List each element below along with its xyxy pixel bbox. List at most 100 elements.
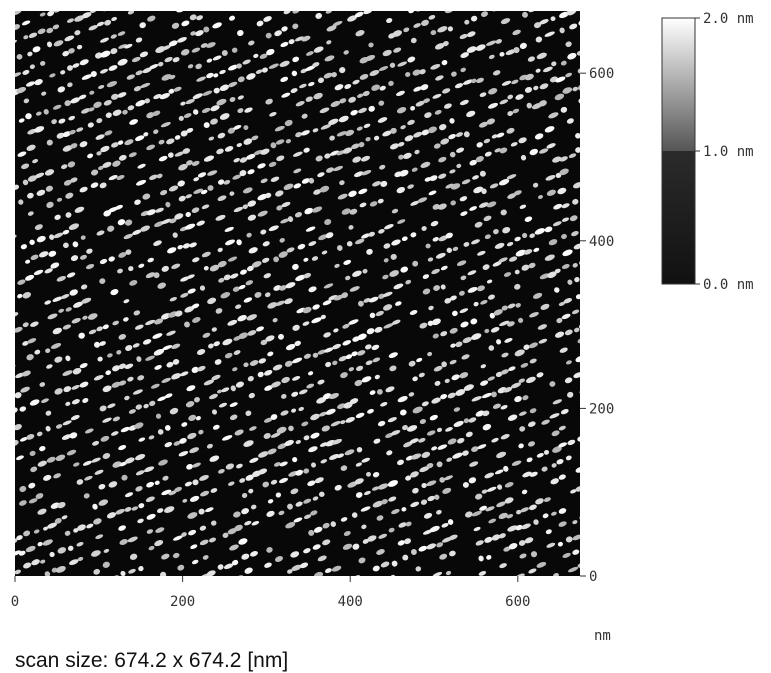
texture-blob [374, 374, 380, 380]
texture-blob [0, 409, 11, 417]
texture-blob [291, 408, 297, 413]
texture-blob [52, 296, 63, 302]
texture-blob [577, 84, 580, 91]
texture-blob [478, 555, 484, 562]
texture-blob [346, 241, 353, 247]
texture-blob [246, 153, 256, 160]
texture-blob [146, 209, 156, 216]
texture-blob [118, 380, 127, 386]
texture-blob [186, 274, 195, 280]
texture-blob [496, 132, 505, 138]
texture-blob [233, 511, 241, 518]
texture-blob [110, 48, 118, 55]
texture-blob [564, 329, 573, 336]
texture-blob [455, 341, 463, 348]
texture-blob [584, 0, 594, 6]
texture-blob [490, 327, 500, 333]
texture-blob [521, 489, 528, 495]
texture-blob [305, 576, 314, 584]
texture-blob [290, 551, 300, 558]
texture-blob [557, 541, 563, 547]
texture-blob [237, 95, 244, 100]
texture-blob [434, 494, 440, 500]
x-tick-label: 400 [338, 594, 363, 610]
texture-blob [332, 21, 343, 27]
texture-blob [306, 51, 314, 56]
texture-blob [15, 11, 22, 16]
texture-blob [104, 19, 112, 26]
texture-blob [535, 36, 543, 43]
texture-blob [118, 44, 128, 49]
texture-blob [101, 11, 107, 12]
texture-blob [54, 356, 63, 363]
texture-blob [34, 349, 41, 355]
texture-blob [128, 266, 134, 272]
texture-blob [206, 570, 216, 576]
texture-blob [180, 371, 189, 377]
texture-blob [287, 569, 293, 574]
texture-blob [468, 417, 477, 423]
texture-blob [202, 555, 209, 560]
texture-blob [336, 453, 344, 458]
texture-blob [19, 437, 28, 442]
texture-blob [445, 183, 455, 189]
texture-blob [74, 206, 85, 213]
texture-blob [333, 165, 343, 172]
texture-blob [311, 256, 319, 261]
texture-blob [218, 277, 225, 283]
texture-blob [496, 339, 502, 345]
texture-blob [320, 442, 328, 447]
texture-blob [339, 67, 346, 74]
texture-blob [100, 435, 110, 442]
texture-blob [541, 466, 548, 472]
texture-blob [286, 247, 295, 253]
texture-blob [499, 320, 510, 327]
texture-blob [180, 101, 186, 106]
texture-blob [16, 455, 24, 461]
texture-blob [267, 302, 278, 309]
texture-blob [489, 183, 499, 189]
texture-blob [478, 570, 487, 576]
texture-blob [367, 535, 377, 542]
texture-blob [470, 318, 478, 325]
texture-blob [393, 283, 404, 290]
texture-blob [62, 145, 73, 152]
texture-blob [118, 334, 127, 340]
texture-blob [218, 576, 230, 585]
texture-blob [222, 338, 233, 346]
texture-blob [345, 354, 353, 360]
texture-blob [480, 300, 488, 305]
texture-blob [539, 83, 549, 90]
texture-blob [383, 323, 394, 329]
texture-blob [40, 559, 46, 564]
texture-blob [172, 359, 180, 365]
texture-blob [378, 293, 385, 299]
texture-blob [248, 40, 255, 46]
texture-blob [127, 105, 135, 111]
texture-blob [211, 374, 221, 381]
texture-blob [437, 444, 448, 450]
texture-blob [234, 429, 244, 436]
texture-blob [459, 99, 469, 106]
texture-blob [401, 236, 408, 242]
texture-blob [444, 378, 450, 384]
texture-blob [191, 559, 199, 565]
texture-blob [27, 192, 34, 199]
texture-blob [231, 47, 238, 53]
texture-blob [103, 99, 112, 106]
texture-blob [23, 35, 29, 40]
texture-blob [243, 440, 254, 447]
texture-blob [357, 93, 364, 98]
texture-blob [164, 425, 171, 431]
texture-blob [276, 426, 287, 434]
texture-blob [117, 140, 124, 145]
y-tick-label: 0 [589, 569, 597, 585]
texture-blob [274, 125, 285, 132]
texture-blob [408, 11, 415, 14]
texture-blob [380, 561, 390, 568]
texture-blob [25, 274, 35, 281]
texture-blob [500, 209, 507, 216]
texture-blob [138, 437, 146, 442]
texture-blob [279, 285, 287, 291]
texture-blob [25, 576, 33, 583]
